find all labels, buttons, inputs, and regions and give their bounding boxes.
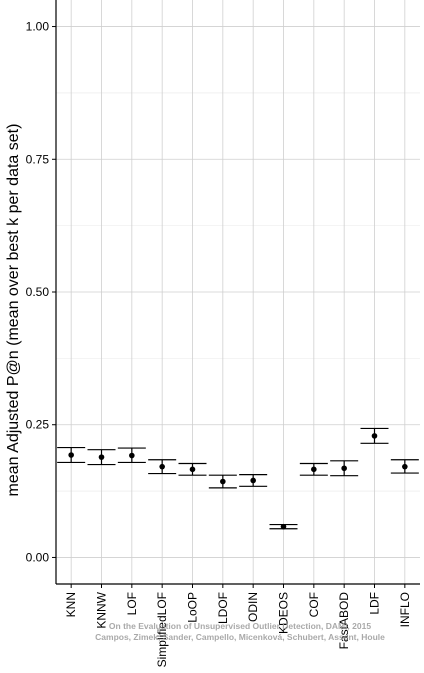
watermark: On the Evaluation of Unsupervised Outlie… [95,621,385,642]
x-tick-label: KNN [64,592,78,617]
x-tick-label: INFLO [398,592,412,627]
y-tick-label: 0.00 [26,550,50,564]
mean-point [280,523,287,530]
watermark-line: On the Evaluation of Unsupervised Outlie… [109,621,371,631]
mean-point [250,477,256,484]
mean-point [371,433,378,439]
watermark-line: Campos, Zimek, Sander, Campello, Micenko… [95,632,385,642]
mean-point [189,466,196,473]
error-bars [57,427,419,530]
mean-points [68,433,408,530]
x-tick-label: LDF [368,592,382,615]
y-tick-label: 1.00 [26,20,50,34]
y-tick-label: 0.25 [26,418,50,432]
x-tick-label: KNNW [95,591,109,628]
x-tick-labels: KNN KNNW LOF SimplifiedLOF LoOP LDOF ODIN KDEOS… [64,591,412,667]
mean-point [159,463,165,470]
grid-lines [56,0,420,584]
x-tick-label: SimplifiedLOF [155,592,169,667]
x-tick-label: ODIN [246,592,260,622]
x-tick-label: FastABOD [337,592,351,650]
mean-point [402,463,408,470]
mean-point [129,452,135,459]
x-tick-label: LDOF [216,592,230,624]
mean-point [341,465,347,472]
mean-point [220,478,226,485]
x-tick-label: COF [307,592,321,617]
x-tick-label: LoOP [186,592,200,623]
y-tick-label: 0.75 [26,152,50,166]
mean-point [68,452,74,458]
x-tick-label: KDEOS [277,592,291,634]
mean-point [311,466,317,473]
mean-point [98,454,105,460]
x-tick-label: LOF [125,592,139,615]
y-tick-labels: 0.00 0.25 0.50 0.75 1.00 [26,20,50,565]
y-axis-label: mean Adjusted P@n (mean over best k per … [5,124,22,497]
y-tick-label: 0.50 [26,285,50,299]
axes [52,0,420,588]
